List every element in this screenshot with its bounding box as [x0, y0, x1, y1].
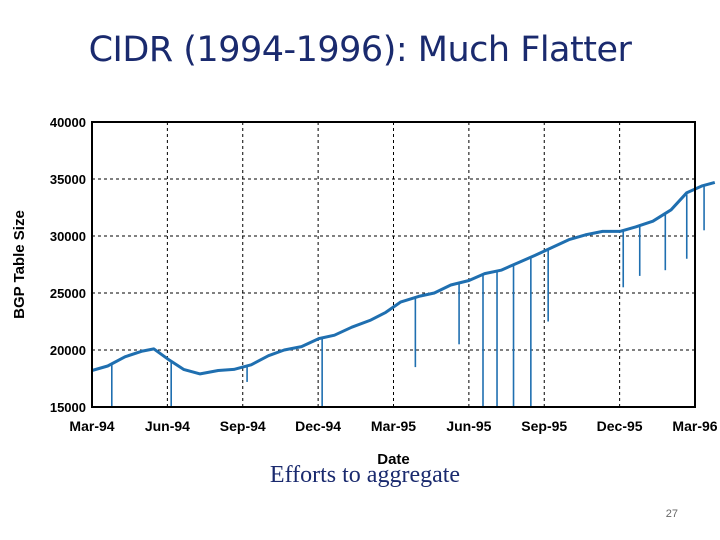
y-tick-label: 25000	[50, 286, 86, 301]
x-axis-label: Date	[377, 451, 410, 468]
y-tick-label: 15000	[50, 400, 86, 415]
x-tick-label: Dec-94	[295, 418, 341, 434]
plot-frame	[91, 121, 696, 408]
y-axis-label: BGP Table Size	[11, 210, 28, 319]
x-tick-label: Mar-96	[672, 418, 717, 434]
x-tick-label: Dec-95	[597, 418, 643, 434]
x-tick-label: Sep-95	[521, 418, 567, 434]
slide-title: CIDR (1994-1996): Much Flatter	[88, 30, 632, 70]
series-line	[91, 180, 716, 376]
y-tick-label: 40000	[50, 115, 86, 130]
chart-series	[91, 180, 716, 407]
x-tick-label: Mar-95	[371, 418, 416, 434]
y-tick-label: 30000	[50, 229, 86, 244]
y-tick-label: 35000	[50, 172, 86, 187]
bgp-table-size-chart: 15000 20000 25000 30000 35000 40000 Mar-94 Jun…	[11, 115, 718, 468]
slide-caption: Efforts to aggregate	[269, 462, 461, 488]
x-tick-label: Jun-94	[145, 418, 190, 434]
y-tick-labels: 15000 20000 25000 30000 35000 40000	[50, 115, 86, 415]
x-tick-labels: Mar-94 Jun-94 Sep-94 Dec-94 Mar-95 Jun-95 Sep-…	[69, 418, 717, 434]
x-tick-label: Sep-94	[220, 418, 266, 434]
x-tick-label: Mar-94	[69, 418, 114, 434]
chart-gridlines	[92, 122, 695, 407]
y-tick-label: 20000	[50, 343, 86, 358]
page-number: 27	[665, 508, 678, 520]
x-tick-label: Jun-95	[446, 418, 491, 434]
